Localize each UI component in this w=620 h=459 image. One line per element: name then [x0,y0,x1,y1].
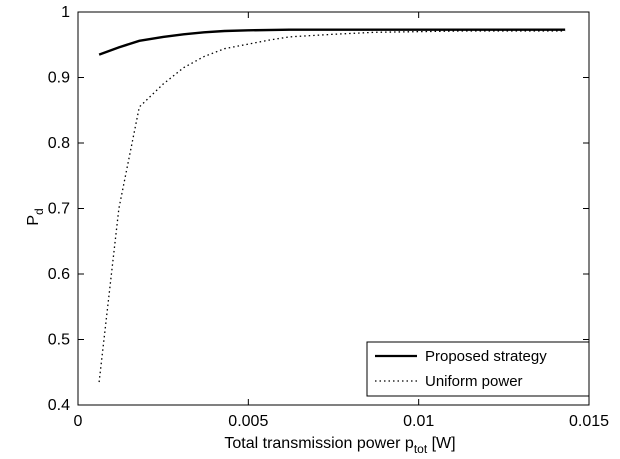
legend-label-proposed: Proposed strategy [425,348,547,365]
x-tick-label: 0.01 [403,413,434,430]
y-tick-label: 0.7 [48,201,70,218]
y-tick-label: 0.6 [48,266,70,283]
y-tick-label: 0.9 [48,70,70,87]
x-axis-label: Total transmission power ptot [W] [224,435,455,456]
series-layer [98,28,566,383]
tick-labels: 0 0.005 0.01 0.015 0.4 0.5 0.6 0.7 0.8 0.9 1 [48,4,609,430]
series-line-proposed-strategy [98,28,566,56]
x-tick-label: 0 [74,413,83,430]
y-tick-label: 0.8 [48,135,70,152]
y-axis-label: Pd [25,208,46,225]
y-tick-label: 0.4 [48,397,70,414]
x-tick-label: 0.005 [228,413,268,430]
plot-frame [77,11,590,406]
legend-box [366,341,590,397]
y-tick-label: 0.5 [48,332,70,349]
x-tick-label: 0.015 [569,413,609,430]
y-tick-label: 1 [61,4,70,21]
legend: Proposed strategy Uniform power [366,341,590,397]
series-line-uniform-power [98,30,566,383]
legend-label-uniform: Uniform power [425,373,523,390]
